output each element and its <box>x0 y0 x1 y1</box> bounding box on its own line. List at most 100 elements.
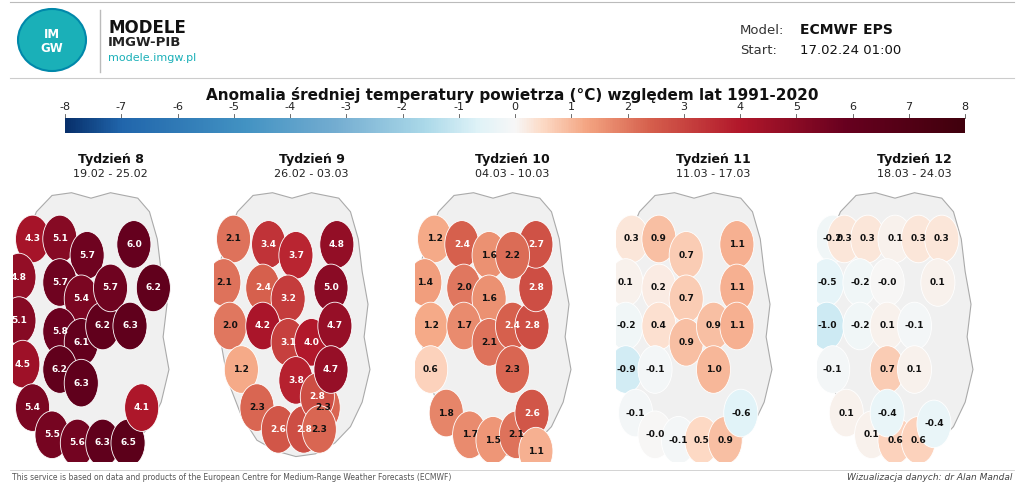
Text: 0.9: 0.9 <box>706 321 722 331</box>
Text: 0.1: 0.1 <box>839 408 854 418</box>
Text: 11.03 - 17.03: 11.03 - 17.03 <box>676 169 751 179</box>
Text: 18.03 - 24.03: 18.03 - 24.03 <box>878 169 952 179</box>
Ellipse shape <box>18 9 86 71</box>
Ellipse shape <box>720 302 754 350</box>
Ellipse shape <box>295 318 329 366</box>
Text: 2.3: 2.3 <box>505 365 520 374</box>
Ellipse shape <box>252 221 286 268</box>
Text: 1.1: 1.1 <box>729 321 744 331</box>
Ellipse shape <box>515 302 549 350</box>
Text: 1.4: 1.4 <box>417 278 433 287</box>
Text: 1: 1 <box>567 102 574 112</box>
Text: -0.1: -0.1 <box>645 365 665 374</box>
Text: 1.8: 1.8 <box>438 408 455 418</box>
Text: 4.8: 4.8 <box>11 272 27 282</box>
Ellipse shape <box>65 359 98 407</box>
Text: 0.6: 0.6 <box>910 436 927 445</box>
Ellipse shape <box>815 346 850 393</box>
Ellipse shape <box>319 221 354 268</box>
Text: -0.0: -0.0 <box>878 278 897 287</box>
Text: 0.1: 0.1 <box>906 365 923 374</box>
Text: IMGW-PIB: IMGW-PIB <box>108 36 181 49</box>
PathPatch shape <box>419 193 571 456</box>
Ellipse shape <box>519 264 553 312</box>
Ellipse shape <box>855 411 889 459</box>
Text: Tydzień 8: Tydzień 8 <box>78 153 143 166</box>
Ellipse shape <box>446 264 481 312</box>
Text: 3.2: 3.2 <box>281 294 296 303</box>
Ellipse shape <box>15 215 49 263</box>
Ellipse shape <box>472 318 506 366</box>
Text: -3: -3 <box>341 102 352 112</box>
Ellipse shape <box>519 221 553 268</box>
Ellipse shape <box>65 318 98 366</box>
Text: 0.7: 0.7 <box>678 294 694 303</box>
Ellipse shape <box>870 258 904 306</box>
Text: 5.1: 5.1 <box>11 316 27 325</box>
Text: 0.3: 0.3 <box>860 234 876 243</box>
Text: 4: 4 <box>736 102 743 112</box>
Ellipse shape <box>213 302 247 350</box>
Ellipse shape <box>870 389 904 437</box>
Ellipse shape <box>829 389 863 437</box>
Text: -1: -1 <box>454 102 464 112</box>
Ellipse shape <box>810 258 844 306</box>
Ellipse shape <box>86 302 120 350</box>
Ellipse shape <box>618 389 652 437</box>
Ellipse shape <box>921 258 955 306</box>
Text: 26.02 - 03.03: 26.02 - 03.03 <box>274 169 349 179</box>
Text: 5.4: 5.4 <box>25 403 41 412</box>
Ellipse shape <box>897 302 932 350</box>
Text: 1.7: 1.7 <box>462 430 477 439</box>
Text: 1.1: 1.1 <box>729 240 744 249</box>
Text: 6.3: 6.3 <box>74 378 89 388</box>
Text: 0.3: 0.3 <box>934 234 949 243</box>
Text: 0.1: 0.1 <box>930 278 946 287</box>
Text: -0.5: -0.5 <box>817 278 837 287</box>
Ellipse shape <box>843 302 877 350</box>
Ellipse shape <box>279 357 313 404</box>
Text: 4.7: 4.7 <box>323 365 339 374</box>
Text: 2.4: 2.4 <box>505 321 520 331</box>
Text: 1.6: 1.6 <box>481 251 497 260</box>
Text: 0.3: 0.3 <box>624 234 640 243</box>
Text: Tydzień 12: Tydzień 12 <box>878 153 952 166</box>
Ellipse shape <box>43 215 77 263</box>
Ellipse shape <box>476 416 510 464</box>
Ellipse shape <box>608 346 643 393</box>
Ellipse shape <box>496 346 529 393</box>
Text: -1.0: -1.0 <box>817 321 837 331</box>
Text: 0.1: 0.1 <box>887 234 903 243</box>
Text: 2.0: 2.0 <box>456 284 472 292</box>
Text: 1.1: 1.1 <box>729 284 744 292</box>
Text: -4: -4 <box>285 102 296 112</box>
Text: 0.9: 0.9 <box>678 338 694 347</box>
Ellipse shape <box>429 389 463 437</box>
Text: 0: 0 <box>512 102 518 112</box>
Text: 2.3: 2.3 <box>315 403 331 412</box>
Text: -0.2: -0.2 <box>850 278 869 287</box>
Text: 17.02.24 01:00: 17.02.24 01:00 <box>800 44 901 57</box>
Ellipse shape <box>515 389 549 437</box>
Text: 2.1: 2.1 <box>225 234 242 243</box>
Text: modele.imgw.pl: modele.imgw.pl <box>108 53 197 63</box>
Ellipse shape <box>827 215 861 263</box>
Ellipse shape <box>878 416 912 464</box>
Text: 0.1: 0.1 <box>617 278 634 287</box>
Ellipse shape <box>444 221 479 268</box>
Text: 0.1: 0.1 <box>864 430 880 439</box>
Text: 8: 8 <box>962 102 969 112</box>
Text: 5.7: 5.7 <box>52 278 68 287</box>
Text: -7: -7 <box>116 102 127 112</box>
Text: 2.4: 2.4 <box>255 284 270 292</box>
Ellipse shape <box>271 275 305 323</box>
Ellipse shape <box>306 384 340 431</box>
Ellipse shape <box>696 302 730 350</box>
Ellipse shape <box>472 275 506 323</box>
PathPatch shape <box>821 193 973 456</box>
Text: 2.1: 2.1 <box>481 338 497 347</box>
Text: 0.3: 0.3 <box>837 234 852 243</box>
Text: 1.0: 1.0 <box>706 365 721 374</box>
Text: 5.4: 5.4 <box>74 294 89 303</box>
Ellipse shape <box>642 302 676 350</box>
